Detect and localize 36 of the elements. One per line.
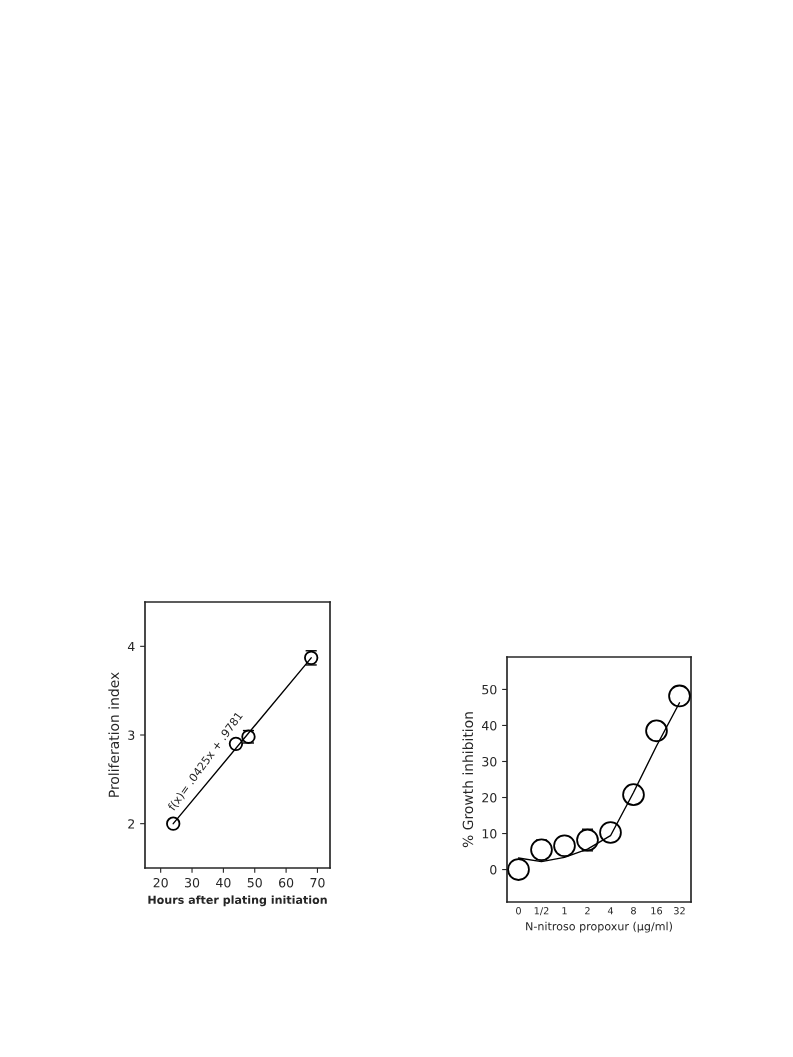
x-tick-label: 40 — [216, 877, 231, 888]
x-axis-title: Hours after plating initiation — [148, 895, 327, 907]
x-tick-label: 1/2 — [534, 907, 549, 916]
point — [645, 719, 668, 743]
x-tick-label: 30 — [185, 877, 200, 888]
x-axis-title: N-nitroso propoxur (µg/ml) — [526, 921, 672, 933]
y-axis-title: % Growth inhibition — [462, 712, 474, 848]
y-tick-label: 2 — [128, 819, 135, 829]
point — [668, 684, 691, 708]
x-tick-label: 60 — [279, 877, 294, 888]
x-tick-label: 8 — [631, 907, 636, 915]
point — [530, 838, 553, 862]
point — [507, 858, 530, 881]
x-tick-label: 50 — [247, 877, 262, 888]
x-tick-label: 20 — [153, 877, 168, 888]
y-tick-label: 0 — [490, 865, 497, 875]
y-tick-label: 10 — [482, 829, 497, 839]
point — [576, 828, 599, 852]
point — [599, 821, 622, 844]
x-tick-label: 70 — [310, 877, 325, 888]
x-tick-label: 1 — [562, 907, 567, 915]
y-tick-label: 3 — [128, 730, 135, 740]
x-tick-label: 4 — [607, 907, 614, 915]
y-axis-title: Proliferation index — [108, 672, 120, 797]
x-tick-label: 2 — [585, 907, 590, 915]
y-tick-label: 40 — [481, 720, 497, 731]
x-tick-label: 0 — [516, 907, 521, 915]
y-tick-label: 4 — [127, 641, 135, 652]
y-tick-label: 50 — [482, 684, 497, 695]
y-tick-label: 20 — [482, 792, 497, 803]
point — [622, 783, 645, 806]
point — [553, 834, 576, 858]
x-tick-label: 32 — [674, 907, 685, 915]
point — [166, 816, 181, 831]
y-tick-label: 30 — [482, 756, 497, 767]
x-tick-label: 16 — [651, 907, 663, 915]
